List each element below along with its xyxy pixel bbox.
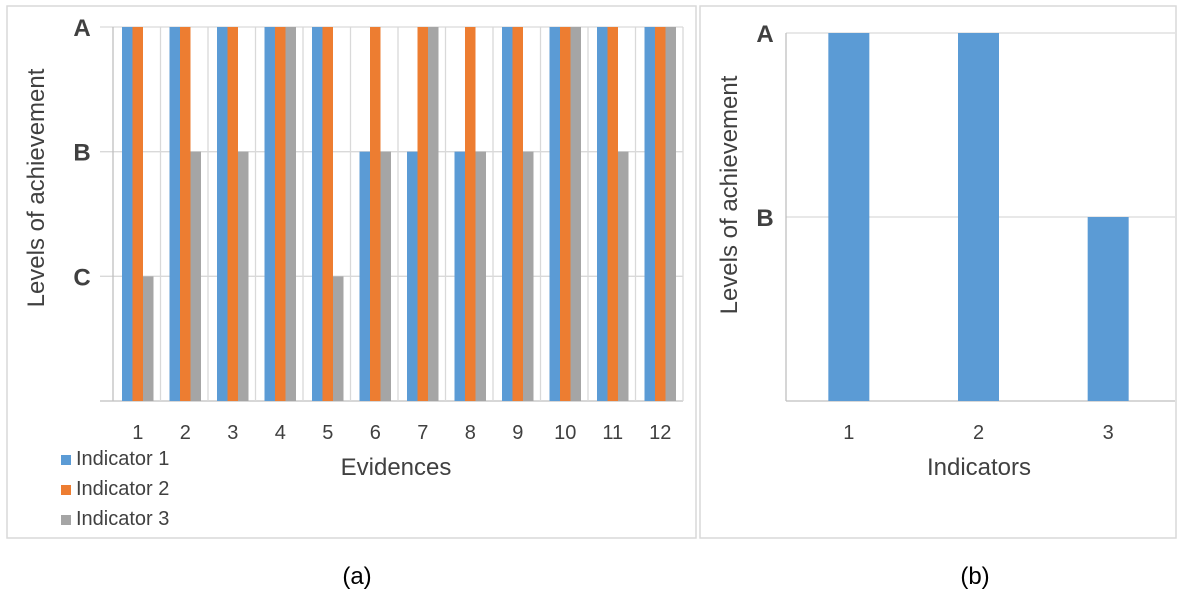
bar-indicator-2: [370, 27, 381, 401]
chart-a-border: [6, 5, 697, 539]
y-level-label: C: [73, 264, 90, 291]
x-tick-label: 2: [180, 422, 191, 444]
x-tick-label: 5: [322, 422, 333, 444]
bar-indicator-1: [169, 27, 180, 401]
bar-indicator-3: [333, 276, 344, 401]
bar-indicator-3: [428, 27, 439, 401]
bar-indicator-2: [180, 27, 191, 401]
bar-indicator-2: [417, 27, 428, 401]
x-tick-label: 10: [554, 422, 576, 444]
bar-indicator-1: [549, 27, 560, 401]
x-tick-label: 11: [602, 422, 623, 444]
bar-indicator-1: [644, 27, 655, 401]
bar-indicator-1: [454, 151, 465, 401]
legend-swatch: [61, 515, 71, 525]
y-level-label: A: [73, 15, 90, 42]
legend-label: Indicator 3: [76, 508, 169, 530]
legend-swatch: [61, 485, 71, 495]
x-axis-title: Indicators: [927, 454, 1031, 481]
bar-indicator-3: [1087, 217, 1129, 401]
bar-indicator-3: [380, 151, 391, 401]
bar-indicator-3: [523, 151, 534, 401]
x-tick-label: 1: [843, 422, 854, 444]
bar-indicator-1: [502, 27, 513, 401]
bar-indicator-1: [122, 27, 133, 401]
bar-indicator-2: [655, 27, 666, 401]
legend-label: Indicator 1: [76, 448, 169, 470]
chart-b: A B 1 2 3 Indicators Levels of achievement: [716, 21, 1175, 481]
x-tick-label: 6: [370, 422, 381, 444]
bar-indicator-3: [665, 27, 676, 401]
bar-indicator-3: [238, 151, 249, 401]
bar-indicator-2: [560, 27, 571, 401]
bar-indicator-3: [570, 27, 581, 401]
panel-a-label: (a): [342, 563, 371, 590]
bar-indicator-2: [607, 27, 618, 401]
x-tick-label: 3: [227, 422, 238, 444]
y-axis-title: Levels of achievement: [23, 68, 50, 307]
bar-indicator-2: [322, 27, 333, 401]
bar-indicator-1: [597, 27, 608, 401]
bar-indicator-1: [828, 33, 870, 401]
x-axis-title: Evidences: [341, 454, 452, 481]
x-tick-label: 7: [417, 422, 428, 444]
y-level-label: A: [756, 21, 773, 48]
bar-indicator-2: [227, 27, 238, 401]
bar-indicator-3: [285, 27, 296, 401]
bar-indicator-1: [217, 27, 228, 401]
x-tick-label: 12: [649, 422, 671, 444]
bar-indicator-3: [618, 151, 629, 401]
bar-indicator-1: [312, 27, 323, 401]
chart-b-border: [699, 5, 1177, 539]
legend-swatch: [61, 455, 71, 465]
panel-b-label: (b): [960, 563, 989, 590]
x-tick-label: 9: [512, 422, 523, 444]
bar-indicator-2: [132, 27, 143, 401]
bar-indicator-3: [143, 276, 154, 401]
y-level-label: B: [756, 205, 773, 232]
bar-indicator-3: [475, 151, 486, 401]
bar-indicator-1: [407, 151, 418, 401]
bar-indicator-3: [190, 151, 201, 401]
y-axis-title: Levels of achievement: [716, 75, 743, 314]
bar-indicator-2: [512, 27, 523, 401]
bar-indicator-2: [275, 27, 286, 401]
bar-indicator-1: [359, 151, 370, 401]
x-tick-label: 3: [1103, 422, 1114, 444]
bar-indicator-2: [958, 33, 999, 401]
x-tick-label: 4: [275, 422, 286, 444]
bar-indicator-2: [465, 27, 476, 401]
y-level-label: B: [73, 140, 90, 167]
x-tick-label: 8: [465, 422, 476, 444]
bar-indicator-1: [264, 27, 275, 401]
x-tick-label: 2: [973, 422, 984, 444]
legend-label: Indicator 2: [76, 478, 169, 500]
x-tick-label: 1: [132, 422, 143, 444]
